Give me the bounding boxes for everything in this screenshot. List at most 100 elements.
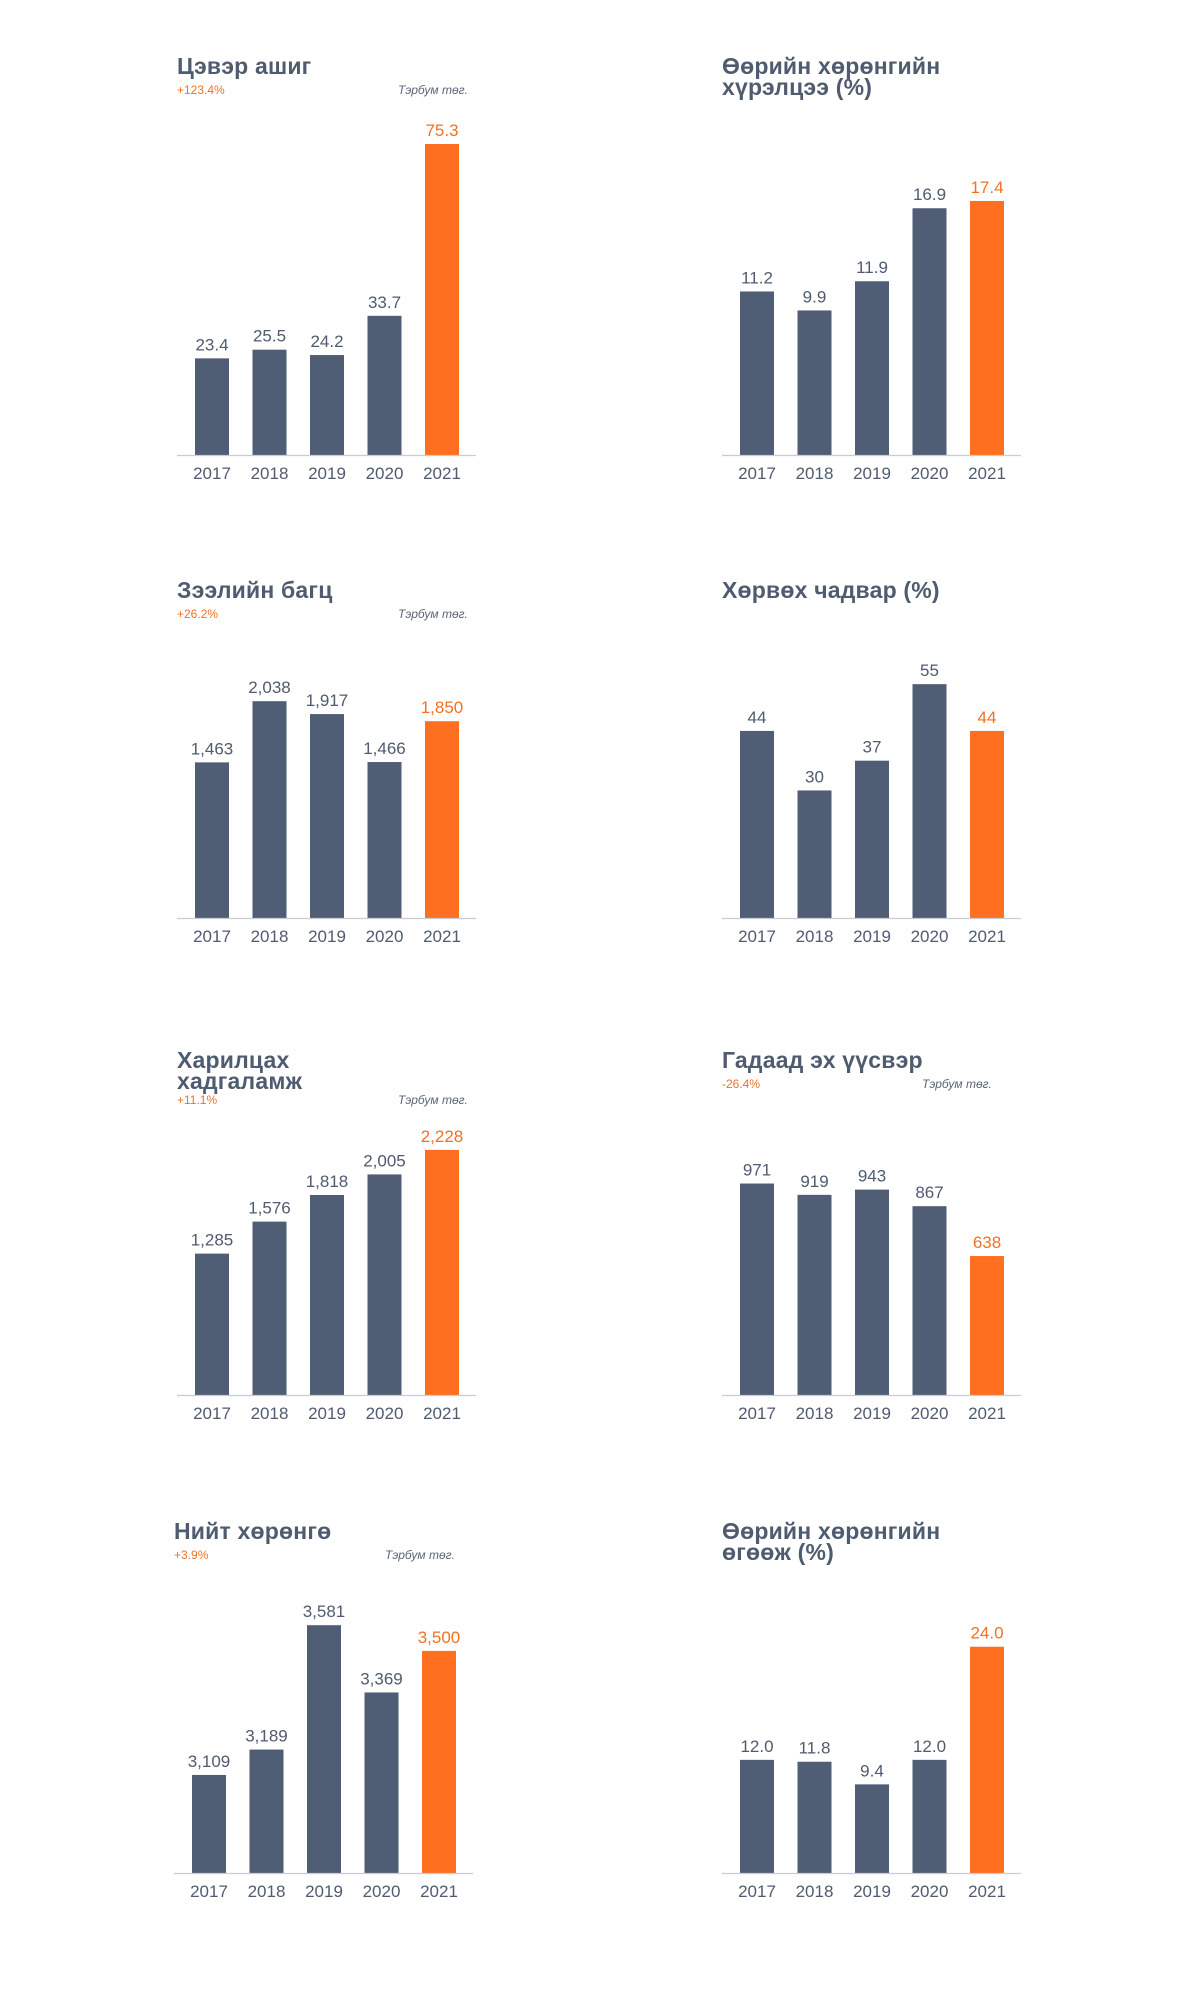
bar bbox=[912, 208, 947, 455]
x-tick-label: 2017 bbox=[738, 1882, 776, 1901]
chart-title-line: хадгаламж bbox=[177, 1068, 303, 1094]
data-label: 2,228 bbox=[421, 1127, 464, 1146]
bar bbox=[797, 790, 832, 918]
x-tick-label: 2018 bbox=[251, 927, 289, 946]
bar bbox=[855, 760, 889, 918]
data-label: 919 bbox=[800, 1172, 828, 1191]
data-label: 1,466 bbox=[363, 739, 406, 758]
x-tick-label: 2019 bbox=[853, 464, 891, 483]
bar bbox=[310, 355, 344, 455]
x-tick-label: 2018 bbox=[796, 464, 834, 483]
change-percent: +26.2% bbox=[177, 607, 219, 621]
data-label: 3,581 bbox=[303, 1602, 346, 1621]
data-label: 1,850 bbox=[421, 698, 464, 717]
chart-title-line: өгөөж (%) bbox=[722, 1539, 834, 1565]
x-tick-label: 2017 bbox=[190, 1882, 228, 1901]
bar bbox=[855, 1189, 889, 1395]
bar bbox=[740, 730, 774, 918]
data-label: 25.5 bbox=[253, 327, 286, 346]
bar bbox=[367, 315, 402, 455]
data-label: 23.4 bbox=[195, 335, 228, 354]
bar bbox=[740, 1183, 774, 1395]
x-tick-label: 2017 bbox=[193, 927, 231, 946]
bar bbox=[912, 1206, 947, 1395]
x-tick-label: 2020 bbox=[911, 464, 949, 483]
x-tick-label: 2019 bbox=[308, 1404, 346, 1423]
data-label: 12.0 bbox=[913, 1737, 946, 1756]
x-tick-label: 2018 bbox=[248, 1882, 286, 1901]
data-label: 971 bbox=[743, 1161, 771, 1180]
data-label: 3,369 bbox=[360, 1669, 403, 1688]
chart-title: Нийт хөрөнгө bbox=[174, 1518, 454, 1544]
chart-title: Гадаад эх үүсвэр bbox=[722, 1049, 1002, 1072]
bar-chart: 23.4 2017 25.5 2018 24.2 2019 33.7 2020 75.3 2021 bbox=[177, 121, 476, 483]
bar-chart: 44 2017 30 2018 37 2019 55 2020 44 2021 bbox=[722, 661, 1021, 946]
x-tick-label: 2021 bbox=[423, 927, 461, 946]
data-label: 3,109 bbox=[188, 1752, 231, 1771]
bar bbox=[797, 1194, 832, 1395]
data-label: 24.2 bbox=[310, 332, 343, 351]
bar bbox=[195, 358, 229, 455]
bar bbox=[307, 1625, 341, 1873]
data-label: 30 bbox=[805, 767, 824, 786]
unit-label: Тэрбум төг. bbox=[398, 607, 468, 621]
data-label: 867 bbox=[915, 1183, 943, 1202]
change-percent: +123.4% bbox=[177, 83, 225, 97]
chart-title: Цэвэр ашиг bbox=[177, 55, 457, 78]
bar bbox=[192, 1774, 226, 1873]
bar bbox=[912, 684, 947, 918]
unit-label: Тэрбум төг. bbox=[922, 1077, 992, 1091]
data-label: 3,500 bbox=[418, 1628, 461, 1647]
bar bbox=[912, 1759, 947, 1873]
unit-label: Тэрбум төг. bbox=[385, 1548, 455, 1562]
bar bbox=[195, 762, 229, 918]
bar-highlight bbox=[970, 1646, 1004, 1873]
bar bbox=[249, 1749, 284, 1873]
bar bbox=[855, 281, 889, 455]
data-label: 11.8 bbox=[799, 1739, 831, 1758]
x-tick-label: 2020 bbox=[911, 1882, 949, 1901]
chart-title-line: Нийт хөрөнгө bbox=[174, 1518, 332, 1544]
bar-highlight bbox=[425, 721, 459, 918]
data-label: 44 bbox=[978, 708, 997, 727]
x-tick-label: 2018 bbox=[251, 464, 289, 483]
x-tick-label: 2021 bbox=[968, 1404, 1006, 1423]
data-label: 37 bbox=[863, 738, 882, 757]
x-tick-label: 2020 bbox=[366, 927, 404, 946]
chart-title-line: Өөрийн хөрөнгийн bbox=[722, 1518, 941, 1544]
x-tick-label: 2021 bbox=[968, 927, 1006, 946]
x-tick-label: 2019 bbox=[853, 927, 891, 946]
chart-title: Зээлийн багц bbox=[177, 577, 457, 603]
bar bbox=[797, 1761, 832, 1873]
data-label: 1,285 bbox=[191, 1231, 234, 1250]
bar bbox=[252, 1221, 287, 1395]
bar bbox=[367, 1174, 402, 1395]
data-label: 17.4 bbox=[970, 178, 1003, 197]
chart-title-line: Зээлийн багц bbox=[177, 577, 333, 603]
x-tick-label: 2018 bbox=[796, 1404, 834, 1423]
x-tick-label: 2020 bbox=[366, 464, 404, 483]
bar-highlight bbox=[970, 1256, 1004, 1395]
x-tick-label: 2020 bbox=[363, 1882, 401, 1901]
chart-title-line: хүрэлцээ (%) bbox=[722, 74, 873, 100]
data-label: 638 bbox=[973, 1233, 1001, 1252]
data-label: 11.2 bbox=[741, 268, 773, 287]
data-label: 9.4 bbox=[860, 1761, 884, 1780]
data-label: 44 bbox=[748, 708, 767, 727]
chart-title: Хөрвөх чадвар (%) bbox=[722, 577, 1002, 603]
data-label: 2,005 bbox=[363, 1151, 406, 1170]
bar-chart: 1,285 2017 1,576 2018 1,818 2019 2,005 2020 2,22… bbox=[177, 1127, 476, 1423]
data-label: 2,038 bbox=[248, 678, 291, 697]
chart-title: Харилцах хадгаламж bbox=[177, 1047, 457, 1094]
chart-title-line: Хөрвөх чадвар (%) bbox=[722, 577, 940, 603]
chart-title-line: Харилцах bbox=[177, 1047, 290, 1073]
x-tick-label: 2021 bbox=[423, 1404, 461, 1423]
x-tick-label: 2021 bbox=[968, 1882, 1006, 1901]
bar-chart: 971 2017 919 2018 943 2019 867 2020 638 2021 bbox=[722, 1161, 1021, 1423]
x-tick-label: 2019 bbox=[853, 1404, 891, 1423]
x-tick-label: 2020 bbox=[366, 1404, 404, 1423]
bar bbox=[740, 1759, 774, 1873]
data-label: 1,917 bbox=[306, 691, 349, 710]
data-label: 9.9 bbox=[803, 287, 827, 306]
